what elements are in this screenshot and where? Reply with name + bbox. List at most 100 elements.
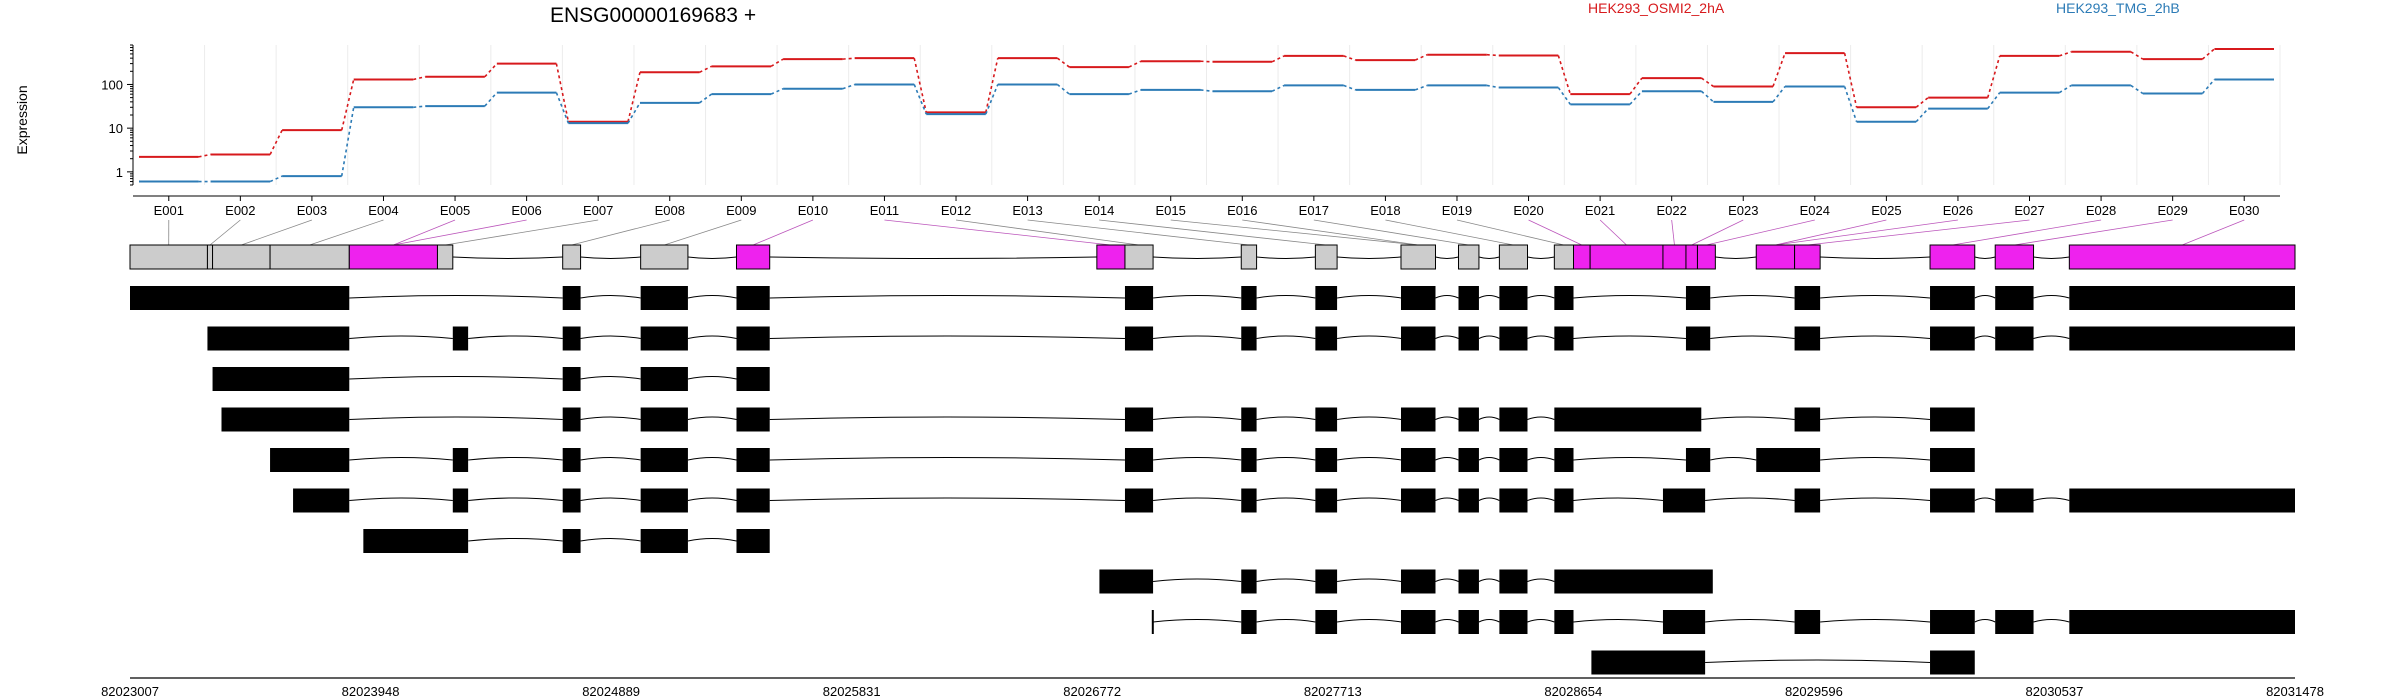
transcript-exon bbox=[1124, 488, 1154, 513]
series-connector bbox=[1486, 53, 1499, 57]
transcript-intron bbox=[1974, 335, 1996, 339]
series-connector bbox=[1200, 89, 1213, 93]
transcript-exon bbox=[1241, 610, 1257, 634]
exon-bin-significant bbox=[1755, 244, 1796, 270]
transcript-exon bbox=[562, 326, 581, 351]
transcript-intron bbox=[687, 497, 737, 501]
series-tmg bbox=[139, 78, 2274, 183]
transcript-exon bbox=[1756, 448, 1821, 472]
exon-label: E026 bbox=[1943, 203, 1973, 218]
exon-label: E017 bbox=[1299, 203, 1329, 218]
transcript-exon bbox=[1458, 448, 1479, 472]
intron-line bbox=[1715, 256, 1757, 259]
series-connector bbox=[699, 93, 713, 104]
series-connector bbox=[770, 87, 784, 95]
exon-bin-significant bbox=[1662, 244, 1687, 270]
transcript-exon bbox=[221, 407, 350, 432]
transcript-intron bbox=[1256, 619, 1316, 623]
transcript-track bbox=[1099, 569, 1713, 594]
exon-connector bbox=[1599, 219, 1627, 246]
exon-label: E021 bbox=[1585, 203, 1615, 218]
transcript-exon bbox=[1794, 610, 1821, 634]
series-connector bbox=[1128, 60, 1142, 68]
transcript-exon bbox=[562, 407, 581, 432]
intron-line bbox=[1153, 256, 1242, 259]
series-connector bbox=[1986, 55, 2001, 98]
transcript-intron bbox=[1256, 497, 1316, 501]
transcript-intron bbox=[1256, 295, 1316, 299]
exon-label: E024 bbox=[1800, 203, 1830, 218]
exon-connector bbox=[571, 219, 670, 246]
transcript-exon bbox=[1315, 488, 1338, 513]
intron-line bbox=[2033, 256, 2070, 259]
exon-connector bbox=[209, 219, 241, 246]
exon-connector bbox=[393, 219, 527, 246]
intron-line bbox=[1478, 256, 1500, 259]
transcript-exon bbox=[1458, 286, 1479, 310]
exon-connector bbox=[2182, 219, 2245, 246]
exon-bin bbox=[206, 244, 214, 270]
genomic-tick-label: 82030537 bbox=[2026, 684, 2084, 699]
exon-bin bbox=[562, 244, 582, 270]
exon-connector bbox=[445, 219, 599, 246]
transcript-intron bbox=[580, 457, 641, 461]
exon-connector bbox=[1385, 219, 1514, 246]
expression-series bbox=[139, 47, 2274, 183]
transcript-intron bbox=[468, 538, 563, 542]
transcript-intron bbox=[1153, 578, 1242, 582]
genomic-tick-label: 82026772 bbox=[1063, 684, 1121, 699]
exon-connector bbox=[241, 219, 313, 246]
exon-bin-significant bbox=[1096, 244, 1126, 270]
transcript-intron bbox=[1573, 295, 1687, 299]
exon-bin bbox=[1314, 244, 1338, 270]
transcript-intron bbox=[1435, 295, 1459, 299]
transcript-intron bbox=[1478, 578, 1500, 582]
exon-bin-significant bbox=[348, 244, 438, 270]
exon-label: E013 bbox=[1012, 203, 1042, 218]
transcript-exon bbox=[1315, 448, 1338, 472]
genomic-tick-label: 82023948 bbox=[342, 684, 400, 699]
transcript-exon bbox=[270, 448, 350, 472]
exon-bin-significant bbox=[1589, 244, 1664, 270]
transcript-exon bbox=[1241, 286, 1257, 310]
transcript-intron bbox=[1820, 619, 1931, 623]
transcript-exon bbox=[1241, 569, 1257, 594]
transcript-track bbox=[207, 326, 2295, 351]
exon-connector bbox=[1691, 219, 1744, 246]
transcript-intron bbox=[1435, 416, 1459, 420]
exon-label: E002 bbox=[225, 203, 255, 218]
transcript-exon bbox=[1794, 488, 1821, 513]
exon-bin bbox=[1240, 244, 1258, 270]
series-connector bbox=[1414, 84, 1428, 91]
transcript-exon bbox=[1995, 488, 2034, 513]
exon-bin-significant bbox=[1696, 244, 1716, 270]
intron-line bbox=[452, 256, 563, 259]
transcript-intron bbox=[580, 295, 641, 299]
transcript-intron bbox=[1710, 335, 1795, 339]
transcript-tracks bbox=[130, 286, 2295, 675]
transcript-intron bbox=[1337, 578, 1402, 582]
exon-bin bbox=[640, 244, 689, 270]
transcript-intron bbox=[349, 457, 453, 461]
transcript-track bbox=[212, 367, 770, 391]
exon-label: E015 bbox=[1156, 203, 1186, 218]
transcript-exon bbox=[1400, 286, 1436, 310]
transcript-exon bbox=[1458, 407, 1479, 432]
exon-connector bbox=[955, 219, 1140, 246]
transcript-exon bbox=[1794, 407, 1821, 432]
transcript-intron bbox=[687, 416, 737, 420]
transcript-intron bbox=[1820, 497, 1931, 501]
exon-label: E027 bbox=[2014, 203, 2044, 218]
transcript-exon bbox=[1930, 650, 1975, 675]
transcript-exon bbox=[452, 488, 469, 513]
exon-connector bbox=[309, 219, 384, 246]
y-tick-label: 10 bbox=[109, 121, 123, 136]
intron-line bbox=[1435, 256, 1459, 259]
exon-label: E029 bbox=[2157, 203, 2187, 218]
transcript-intron bbox=[2033, 335, 2070, 339]
transcript-intron bbox=[1527, 457, 1555, 461]
transcript-exon bbox=[1499, 569, 1528, 594]
transcript-exon bbox=[1685, 448, 1711, 472]
exon-label: E009 bbox=[726, 203, 756, 218]
exon-bin bbox=[1400, 244, 1436, 270]
